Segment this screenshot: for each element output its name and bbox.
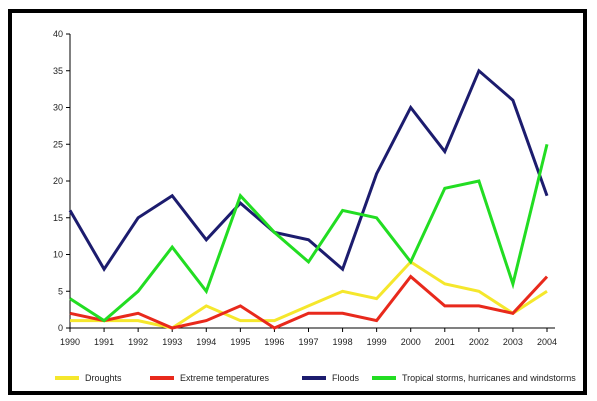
y-tick-label: 0	[58, 323, 63, 333]
legend-label-droughts: Droughts	[85, 373, 122, 383]
x-tick-label: 2003	[503, 337, 523, 347]
legend-label-extreme-temperatures: Extreme temperatures	[180, 373, 270, 383]
x-tick-label: 1990	[60, 337, 80, 347]
series-lines	[68, 68, 549, 330]
x-tick-label: 2000	[401, 337, 421, 347]
y-tick-label: 30	[53, 103, 63, 113]
y-tick-label: 40	[53, 29, 63, 39]
x-tick-label: 1997	[298, 337, 318, 347]
legend-label-tropical-storms-hurricanes-and-windstorms: Tropical storms, hurricanes and windstor…	[402, 373, 576, 383]
x-axis-ticks: 1990 1991 1992 1993 1994 1995 1996 1997 1998 1999…	[60, 328, 557, 347]
x-tick-label: 2002	[469, 337, 489, 347]
x-tick-label: 1998	[333, 337, 353, 347]
y-tick-label: 25	[53, 139, 63, 149]
x-tick-label: 1996	[264, 337, 284, 347]
y-tick-label: 10	[53, 250, 63, 260]
x-tick-label: 2004	[537, 337, 557, 347]
series-line-tropical-storms-hurricanes-and-windstorms	[69, 143, 549, 323]
series-line-floods	[68, 68, 549, 273]
y-tick-label: 15	[53, 213, 63, 223]
y-tick-label: 35	[53, 66, 63, 76]
x-tick-label: 1994	[196, 337, 216, 347]
x-tick-label: 1992	[128, 337, 148, 347]
y-tick-label: 5	[58, 286, 63, 296]
series-line-droughts	[70, 259, 548, 330]
x-tick-label: 2001	[435, 337, 455, 347]
x-tick-label: 1993	[162, 337, 182, 347]
x-tick-label: 1999	[367, 337, 387, 347]
legend: Droughts Extreme temperatures Floods Tropic…	[55, 373, 576, 383]
x-tick-label: 1995	[230, 337, 250, 347]
legend-label-floods: Floods	[332, 373, 360, 383]
y-axis-ticks: 0 5 10 15 20 25 30 35 40	[53, 29, 70, 333]
y-tick-label: 20	[53, 176, 63, 186]
x-tick-label: 1991	[94, 337, 114, 347]
